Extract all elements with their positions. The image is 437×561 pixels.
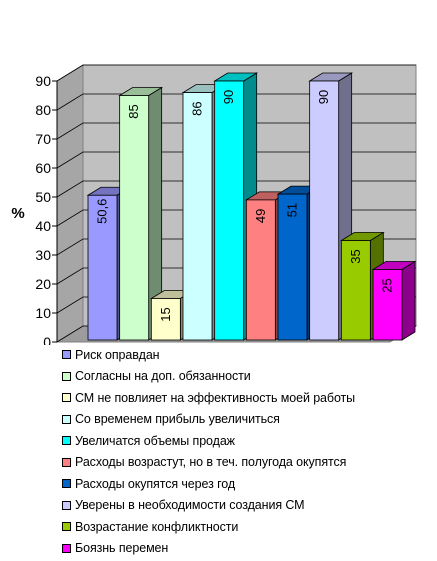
bar-front <box>309 80 340 341</box>
legend-item: СМ не повлияет на эффективность моей раб… <box>62 387 432 409</box>
data-label: 51 <box>285 203 300 217</box>
y-tick-label: 40 <box>35 218 51 234</box>
gridline <box>56 151 416 169</box>
data-label: 25 <box>380 278 395 292</box>
data-label: 50,6 <box>95 199 110 224</box>
legend-label: Расходы окупятся через год <box>75 476 236 491</box>
legend-swatch <box>62 522 71 532</box>
bar-front <box>277 193 308 341</box>
legend-item: Уверены в необходимости создания СМ <box>62 495 432 517</box>
y-axis-label: % <box>11 205 24 222</box>
y-axis: 0 10 20 30 40 50 60 70 80 90 <box>35 73 58 345</box>
y-tick-label: 0 <box>43 334 51 345</box>
side-wall <box>56 64 84 343</box>
data-label: 86 <box>190 101 205 115</box>
data-label: 90 <box>316 90 331 104</box>
bar-front <box>340 240 371 341</box>
legend-item: Со временем прибыль увеличиться <box>62 409 432 431</box>
legend-swatch <box>62 393 71 403</box>
y-tick-label: 20 <box>35 276 51 292</box>
legend-label: Со временем прибыль увеличиться <box>75 412 280 427</box>
y-tick-label: 90 <box>35 73 51 89</box>
data-label: 85 <box>126 104 141 118</box>
bar-front <box>150 298 181 341</box>
legend-item: Расходы окупятся через год <box>62 473 432 495</box>
legend-label: СМ не повлияет на эффективность моей раб… <box>75 390 356 405</box>
legend-label: Согласны на доп. обязанности <box>75 369 251 384</box>
legend-label: Риск оправдан <box>75 347 160 362</box>
bar-front <box>245 199 276 341</box>
y-tick-label: 10 <box>35 305 51 321</box>
bar-front <box>214 80 245 341</box>
y-tick-label: 80 <box>35 102 51 118</box>
bar-front <box>87 194 118 341</box>
legend-swatch <box>62 543 71 553</box>
legend-item: Боязнь перемен <box>62 538 432 560</box>
bar-front <box>372 269 403 341</box>
data-label: 35 <box>348 249 363 263</box>
legend-item: Согласны на доп. обязанности <box>62 366 432 388</box>
legend-item: Увеличатся объемы продаж <box>62 430 432 452</box>
data-label: 90 <box>221 90 236 104</box>
gridline <box>56 122 416 140</box>
y-tick-label: 50 <box>35 189 51 205</box>
data-label: 49 <box>253 209 268 223</box>
legend-swatch <box>62 350 71 360</box>
legend-swatch <box>62 479 71 489</box>
y-tick-label: 70 <box>35 131 51 147</box>
legend-label: Уверены в необходимости создания СМ <box>75 498 305 513</box>
gridline <box>56 64 416 82</box>
legend-swatch <box>62 457 71 467</box>
y-tick-label: 30 <box>35 247 51 263</box>
legend-item: Риск оправдан <box>62 344 432 366</box>
bar-front <box>182 92 213 341</box>
gridline <box>56 180 416 198</box>
bar: 25 <box>371 260 417 341</box>
legend-label: Возрастание конфликтности <box>75 519 239 534</box>
legend-swatch <box>62 436 71 446</box>
y-tick-label: 60 <box>35 160 51 176</box>
legend-label: Боязнь перемен <box>75 541 169 556</box>
bar-front <box>119 95 150 341</box>
bar-chart: 0 10 20 30 40 50 60 70 80 90 50,6 85 15 86 90 49 51 90 35… <box>11 64 418 345</box>
bar-side <box>401 260 416 341</box>
legend-item: Расходы возрастут, но в теч. полугода ок… <box>62 452 432 474</box>
legend-label: Расходы возрастут, но в теч. полугода ок… <box>75 455 347 470</box>
legend-swatch <box>62 414 71 424</box>
legend-item: Возрастание конфликтности <box>62 516 432 538</box>
legend: Риск оправдан Согласны на доп. обязанност… <box>62 344 432 559</box>
data-label: 15 <box>158 307 173 321</box>
gridline <box>56 93 416 111</box>
legend-label: Увеличатся объемы продаж <box>75 433 235 448</box>
bar: 85 <box>118 86 164 341</box>
legend-swatch <box>62 500 71 510</box>
bars-group: 50,6 85 15 86 90 49 51 90 35 25 <box>86 72 417 341</box>
legend-swatch <box>62 371 71 381</box>
